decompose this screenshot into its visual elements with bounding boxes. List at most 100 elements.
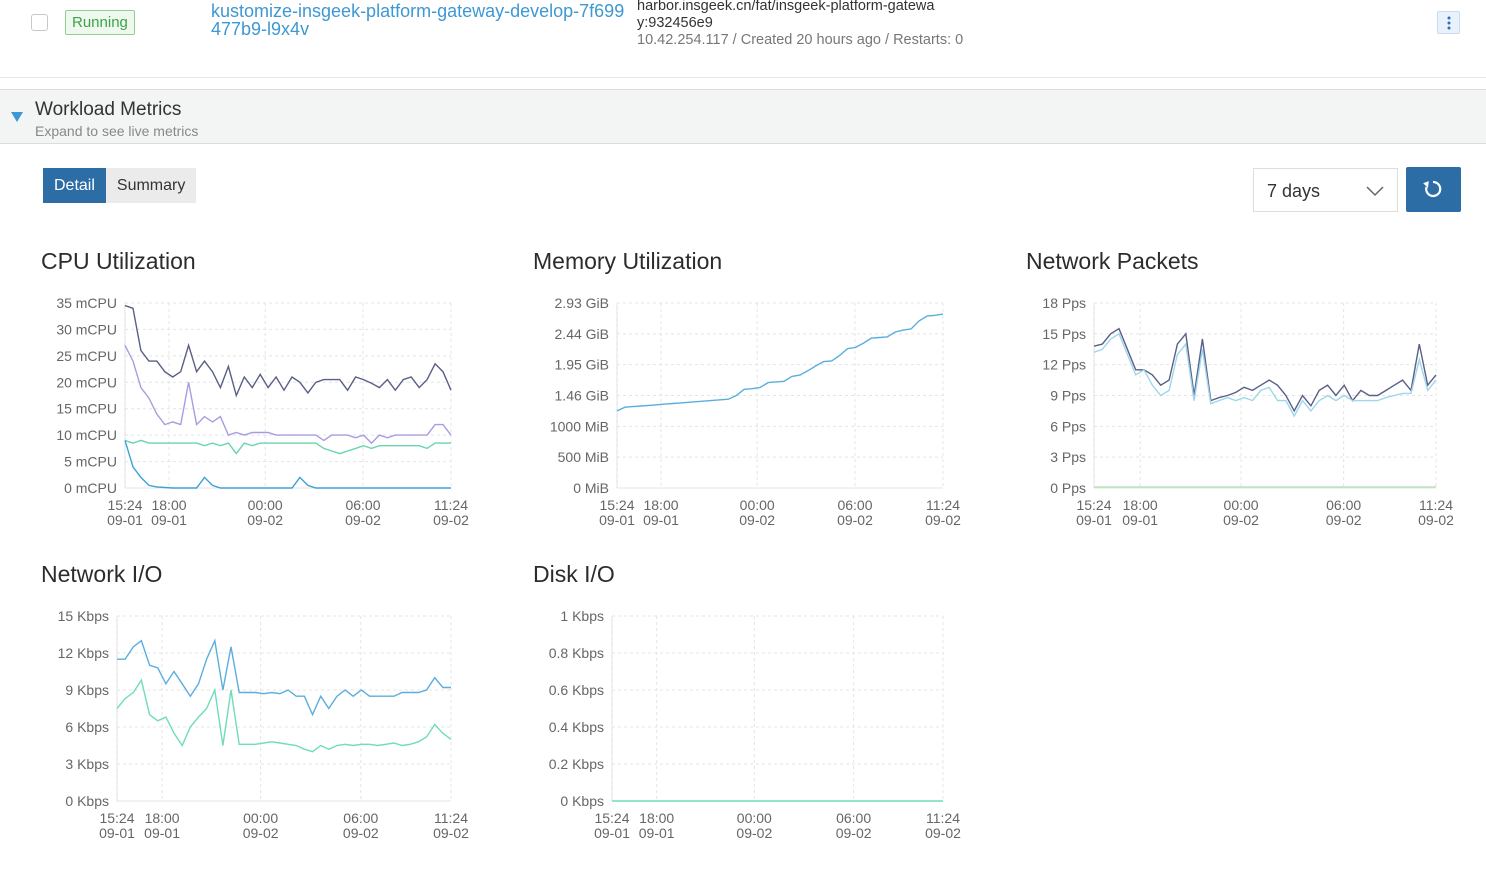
y-tick-label: 3 Pps	[1050, 449, 1086, 465]
y-tick-label: 15 Kbps	[58, 608, 109, 624]
chart-title-network-io: Network I/O	[41, 561, 163, 587]
x-tick-time: 00:00	[740, 497, 775, 513]
x-tick-time: 00:00	[1224, 497, 1259, 513]
y-tick-label: 9 Pps	[1050, 388, 1086, 404]
y-tick-label: 12 Pps	[1042, 357, 1086, 373]
x-tick-date: 09-02	[1418, 512, 1454, 528]
x-tick-time: 15:24	[599, 497, 634, 513]
pod-row: Running kustomize-insgeek-platform-gatew…	[0, 0, 1486, 78]
x-tick-date: 09-01	[639, 825, 675, 841]
y-tick-label: 0 MiB	[573, 480, 609, 496]
workload-metrics-header[interactable]: Workload Metrics Expand to see live metr…	[0, 89, 1486, 144]
y-tick-label: 6 Kbps	[65, 719, 109, 735]
row-checkbox[interactable]	[31, 14, 48, 31]
summary-button[interactable]: Summary	[105, 168, 197, 203]
pod-image: harbor.insgeek.cn/fat/insgeek-platform-g…	[637, 0, 935, 31]
series-line	[124, 440, 451, 489]
chart-title-disk-io: Disk I/O	[533, 561, 615, 587]
refresh-button[interactable]	[1406, 167, 1461, 212]
x-tick-time: 11:24	[434, 497, 468, 513]
y-tick-label: 3 Kbps	[65, 756, 109, 772]
y-tick-label: 12 Kbps	[58, 645, 109, 661]
y-tick-label: 9 Kbps	[65, 682, 109, 698]
time-range-select[interactable]: 7 days	[1253, 168, 1398, 212]
y-tick-label: 2.44 GiB	[555, 326, 609, 342]
x-tick-time: 06:00	[1326, 497, 1361, 513]
status-badge: Running	[65, 10, 135, 35]
chart-title-memory: Memory Utilization	[533, 248, 723, 274]
time-range-value: 7 days	[1267, 181, 1321, 201]
series-line	[117, 638, 451, 717]
series-line	[616, 313, 944, 412]
y-tick-label: 0 mCPU	[64, 480, 117, 496]
x-tick-date: 09-02	[1326, 512, 1362, 528]
x-tick-time: 11:24	[434, 810, 468, 826]
x-tick-time: 00:00	[737, 810, 772, 826]
x-tick-date: 09-01	[594, 825, 630, 841]
kebab-menu-button[interactable]	[1437, 11, 1460, 34]
x-tick-time: 15:24	[1076, 497, 1111, 513]
y-tick-label: 1 Kbps	[560, 608, 604, 624]
y-tick-label: 5 mCPU	[64, 454, 117, 470]
x-tick-date: 09-02	[925, 512, 961, 528]
x-tick-date: 09-01	[1122, 512, 1158, 528]
x-tick-time: 00:00	[243, 810, 278, 826]
x-tick-date: 09-01	[599, 512, 635, 528]
y-tick-label: 500 MiB	[558, 449, 609, 465]
y-tick-label: 30 mCPU	[56, 321, 117, 337]
x-tick-time: 11:24	[926, 810, 960, 826]
kebab-menu-icon	[1447, 16, 1450, 30]
detail-button[interactable]: Detail	[43, 168, 106, 203]
x-tick-date: 09-02	[243, 825, 279, 841]
y-tick-label: 20 mCPU	[56, 374, 117, 390]
x-tick-date: 09-02	[345, 512, 381, 528]
chevron-down-icon	[1366, 186, 1384, 197]
x-tick-time: 15:24	[99, 810, 134, 826]
x-tick-time: 11:24	[926, 497, 960, 513]
y-tick-label: 1000 MiB	[550, 418, 609, 434]
refresh-icon	[1423, 180, 1442, 198]
x-tick-date: 09-01	[1076, 512, 1112, 528]
y-tick-label: 0 Kbps	[65, 793, 109, 809]
series-line	[1093, 327, 1437, 413]
y-tick-label: 1.95 GiB	[555, 357, 609, 373]
x-tick-date: 09-02	[247, 512, 283, 528]
series-line	[1093, 332, 1437, 418]
x-tick-time: 15:24	[107, 497, 142, 513]
x-tick-date: 09-02	[433, 825, 469, 841]
x-tick-time: 18:00	[151, 497, 186, 513]
x-tick-date: 09-01	[144, 825, 180, 841]
x-tick-date: 09-02	[836, 825, 872, 841]
y-tick-label: 35 mCPU	[56, 295, 117, 311]
chart-title-cpu: CPU Utilization	[41, 248, 196, 274]
x-tick-time: 06:00	[837, 497, 872, 513]
y-tick-label: 2.93 GiB	[555, 295, 609, 311]
y-tick-label: 0 Kbps	[560, 793, 604, 809]
y-tick-label: 0.2 Kbps	[549, 756, 604, 772]
view-toggle: Detail Summary	[43, 168, 197, 203]
x-tick-date: 09-01	[643, 512, 679, 528]
x-tick-date: 09-01	[107, 512, 143, 528]
y-tick-label: 0.6 Kbps	[549, 682, 604, 698]
series-line	[124, 344, 452, 445]
x-tick-time: 00:00	[248, 497, 283, 513]
x-tick-date: 09-01	[99, 825, 135, 841]
x-tick-time: 18:00	[145, 810, 180, 826]
y-tick-label: 15 Pps	[1042, 326, 1086, 342]
x-tick-time: 06:00	[343, 810, 378, 826]
series-line	[124, 439, 451, 455]
chart-title-network-packets: Network Packets	[1026, 248, 1199, 274]
x-tick-date: 09-02	[925, 825, 961, 841]
series-line	[116, 678, 452, 753]
series-line	[124, 304, 452, 398]
y-tick-label: 15 mCPU	[56, 401, 117, 417]
caret-down-icon	[11, 112, 23, 122]
pod-name-link[interactable]: kustomize-insgeek-platform-gateway-devel…	[211, 1, 625, 39]
y-tick-label: 0 Pps	[1050, 480, 1086, 496]
y-tick-label: 1.46 GiB	[555, 388, 609, 404]
x-tick-time: 18:00	[643, 497, 678, 513]
x-tick-time: 11:24	[1419, 497, 1453, 513]
